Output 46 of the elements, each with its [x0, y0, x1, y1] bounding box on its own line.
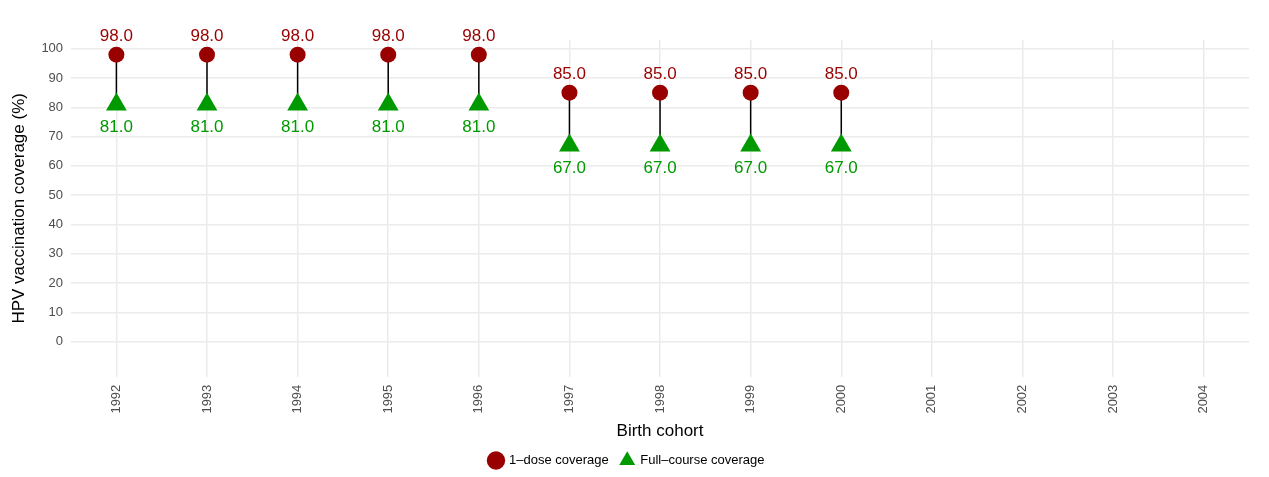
- data-label: 85.0: [552, 63, 586, 83]
- y-tick-label: 100: [41, 40, 64, 56]
- x-tick-label: 1995: [379, 384, 395, 414]
- legend-label: 1–dose coverage: [508, 452, 609, 468]
- x-tick-label: 2003: [1104, 384, 1120, 414]
- y-tick-label: 0: [55, 333, 64, 349]
- x-tick-label: 1992: [107, 384, 123, 414]
- y-axis-title: HPV vaccination coverage (%): [8, 93, 28, 324]
- y-tick-label: 50: [48, 186, 64, 202]
- data-label: 81.0: [281, 116, 315, 136]
- y-tick-label: 80: [48, 98, 64, 114]
- x-tick-label: 1993: [198, 384, 214, 414]
- data-label: 98.0: [190, 25, 224, 45]
- x-tick-label: 2002: [1014, 384, 1030, 414]
- x-tick-label: 2001: [923, 384, 939, 414]
- x-tick-label: 1998: [651, 384, 667, 414]
- data-label: 98.0: [371, 25, 405, 45]
- legend-label: Full–course coverage: [640, 452, 765, 468]
- x-tick-label: 1996: [470, 384, 486, 414]
- data-label: 67.0: [734, 157, 768, 177]
- y-tick-label: 70: [48, 128, 64, 144]
- y-tick-label: 30: [48, 245, 64, 261]
- data-label: 85.0: [643, 63, 677, 83]
- x-axis-title: Birth cohort: [616, 421, 704, 441]
- y-tick-label: 60: [48, 157, 64, 173]
- data-label: 81.0: [190, 116, 224, 136]
- x-tick-label: 2004: [1195, 384, 1211, 414]
- data-label: 98.0: [99, 25, 133, 45]
- x-tick-label: 1997: [561, 384, 577, 414]
- y-tick-label: 40: [48, 216, 64, 232]
- y-tick-label: 90: [48, 69, 64, 85]
- data-label: 67.0: [824, 157, 858, 177]
- y-tick-label: 20: [48, 274, 64, 290]
- data-label: 67.0: [643, 157, 677, 177]
- data-label: 81.0: [99, 116, 133, 136]
- data-label: 98.0: [281, 25, 315, 45]
- x-tick-label: 1999: [742, 384, 758, 414]
- x-tick-label: 1994: [289, 384, 305, 414]
- data-label: 85.0: [824, 63, 858, 83]
- data-label: 81.0: [371, 116, 405, 136]
- data-label: 81.0: [462, 116, 496, 136]
- data-label: 67.0: [552, 157, 586, 177]
- data-label: 85.0: [734, 63, 768, 83]
- x-tick-label: 2000: [832, 384, 848, 414]
- data-label: 98.0: [462, 25, 496, 45]
- y-tick-label: 10: [48, 303, 64, 319]
